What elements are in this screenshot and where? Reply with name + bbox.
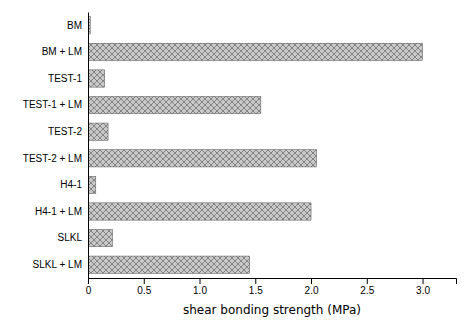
x-tick: 2.5 (360, 278, 374, 296)
y-tick: H4-1 + LM (35, 206, 88, 217)
y-tick: SLKL + LM (33, 259, 88, 270)
bar (88, 43, 423, 60)
x-tick-mark (88, 278, 89, 284)
y-tick: BM (67, 20, 88, 31)
y-axis-line (88, 13, 89, 279)
x-tick: 1.0 (193, 278, 207, 296)
x-tick-label: 0 (86, 285, 92, 296)
bar (88, 256, 250, 273)
bar (88, 203, 311, 220)
y-tick-label: BM (67, 20, 82, 31)
x-tick: 2.0 (305, 278, 319, 296)
chart: 0 0.5 1.0 1.5 2.0 2.5 3.0 BM BM + LM TEST-1 TEST-1… (0, 0, 474, 322)
y-tick: SLKL (58, 232, 88, 243)
y-tick: TEST-1 (48, 73, 88, 84)
y-tick: TEST-2 (48, 126, 88, 137)
y-tick-label: TEST-1 (48, 73, 82, 84)
x-tick-mark (423, 278, 424, 284)
y-tick-label: H4-1 + LM (35, 206, 82, 217)
y-tick: H4-1 (60, 179, 88, 190)
x-tick-mark (367, 278, 368, 284)
x-axis-title: shear bonding strength (MPa) (183, 303, 361, 317)
x-tick-label: 2.5 (360, 285, 374, 296)
x-tick-mark (144, 278, 145, 284)
x-tick-label: 2.0 (305, 285, 319, 296)
y-tick-label: BM + LM (42, 46, 82, 57)
bar (88, 176, 96, 193)
x-tick: 1.5 (249, 278, 263, 296)
x-tick-label: 3.0 (416, 285, 430, 296)
x-axis: 0 0.5 1.0 1.5 2.0 2.5 3.0 (86, 278, 457, 296)
bar (88, 229, 113, 246)
plot: 0 0.5 1.0 1.5 2.0 2.5 3.0 BM BM + LM TEST-1 TEST-1… (23, 13, 457, 297)
x-tick-label: 1.0 (193, 285, 207, 296)
x-tick-mark (255, 278, 256, 284)
x-tick-mark (200, 278, 201, 284)
bar (88, 150, 317, 167)
x-tick: 0.5 (137, 278, 151, 296)
x-tick: 3.0 (416, 278, 430, 296)
bars (88, 17, 423, 274)
y-tick-label: TEST-2 (48, 126, 82, 137)
y-tick-label: SLKL (58, 232, 83, 243)
y-tick-label: TEST-2 + LM (23, 153, 82, 164)
y-tick-label: SLKL + LM (33, 259, 82, 270)
bar (88, 96, 261, 113)
y-tick: TEST-2 + LM (23, 153, 88, 164)
y-tick: BM + LM (42, 46, 88, 57)
bar (88, 70, 105, 87)
x-axis-line (89, 279, 457, 285)
y-tick-label: TEST-1 + LM (23, 99, 82, 110)
bar (88, 123, 108, 140)
x-tick-label: 1.5 (249, 285, 263, 296)
y-tick-label: H4-1 (60, 179, 82, 190)
y-axis: BM BM + LM TEST-1 TEST-1 + LM TEST-2 TEST-2 +… (23, 13, 89, 279)
x-tick-mark (311, 278, 312, 284)
x-tick-label: 0.5 (137, 285, 151, 296)
y-tick: TEST-1 + LM (23, 99, 88, 110)
x-tick: 0 (86, 278, 92, 296)
